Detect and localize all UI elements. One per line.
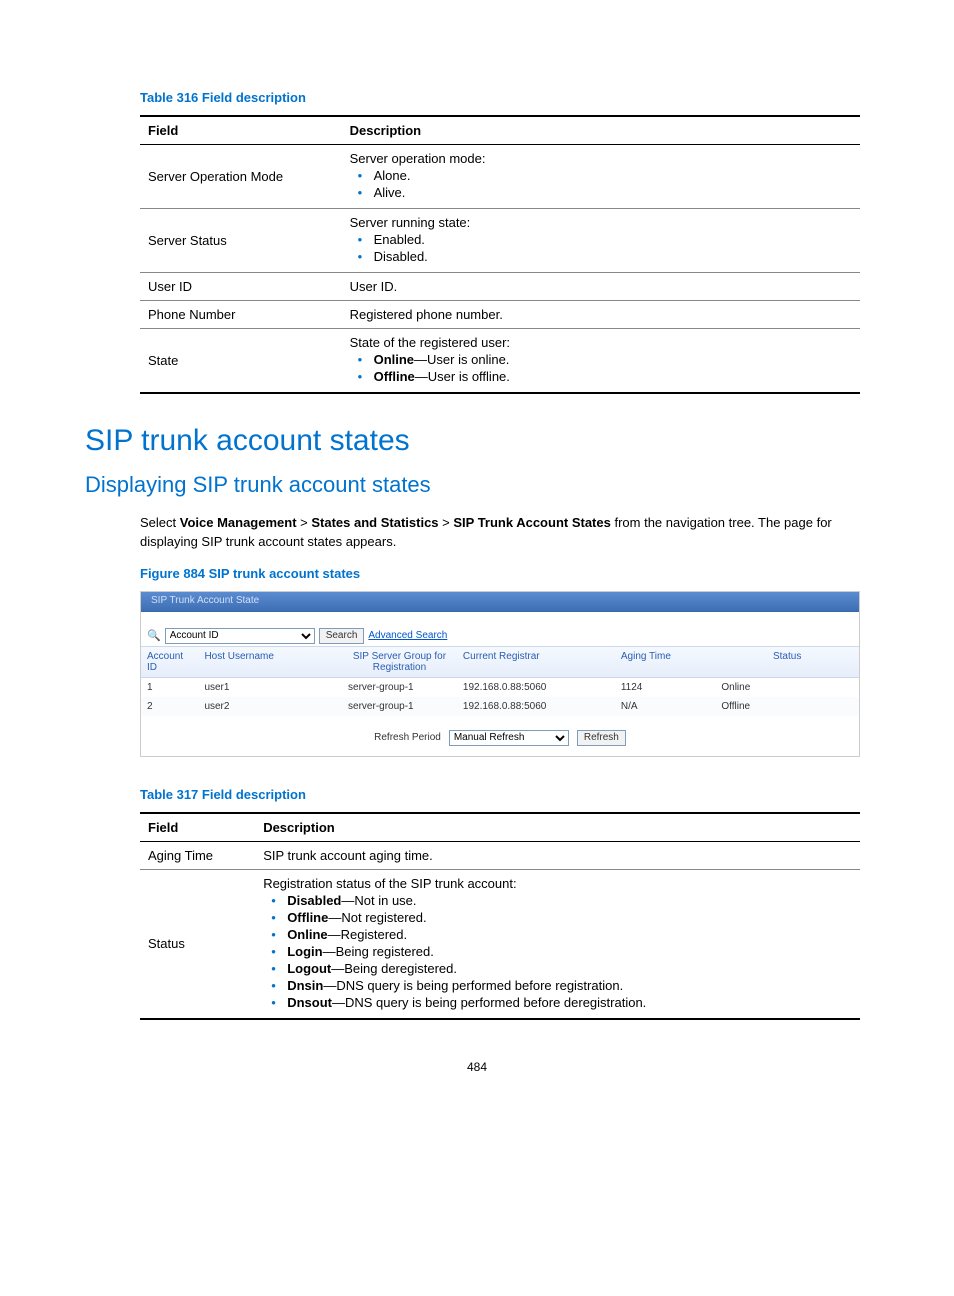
grid-cell: 1: [141, 678, 198, 697]
tab-bar: SIP Trunk Account State: [141, 592, 859, 612]
table-row: Aging TimeSIP trunk account aging time.: [140, 841, 860, 869]
col-current-registrar[interactable]: Current Registrar: [457, 647, 615, 677]
search-icon: 🔍: [147, 629, 161, 642]
th-field: Field: [140, 116, 342, 145]
field-cell: State: [140, 329, 342, 394]
search-row: 🔍 Account ID Search Advanced Search: [141, 626, 859, 646]
field-cell: Aging Time: [140, 841, 255, 869]
page-number: 484: [85, 1060, 869, 1074]
table-317: Field Description Aging TimeSIP trunk ac…: [140, 812, 860, 1020]
search-field-select[interactable]: Account ID: [165, 628, 315, 644]
desc-cell: State of the registered user:Online—User…: [342, 329, 860, 394]
grid-cell: server-group-1: [342, 678, 457, 697]
grid-cell: user1: [198, 678, 342, 697]
col-sip-group[interactable]: SIP Server Group for Registration: [342, 647, 457, 677]
grid-cell: 192.168.0.88:5060: [457, 697, 615, 716]
field-cell: Status: [140, 869, 255, 1019]
desc-cell: Server operation mode:Alone.Alive.: [342, 145, 860, 209]
desc-cell: Registered phone number.: [342, 301, 860, 329]
subsection-title: Displaying SIP trunk account states: [85, 472, 869, 498]
grid-cell: user2: [198, 697, 342, 716]
grid-cell: server-group-1: [342, 697, 457, 716]
grid-cell: N/A: [615, 697, 716, 716]
col-host-username[interactable]: Host Username: [198, 647, 342, 677]
col-aging-time[interactable]: Aging Time: [615, 647, 716, 677]
grid-cell: 192.168.0.88:5060: [457, 678, 615, 697]
field-cell: Server Operation Mode: [140, 145, 342, 209]
col-account-id[interactable]: Account ID: [141, 647, 198, 677]
table-row: StatusRegistration status of the SIP tru…: [140, 869, 860, 1019]
table-316-caption: Table 316 Field description: [140, 90, 869, 105]
grid-cell: 1124: [615, 678, 716, 697]
field-cell: Phone Number: [140, 301, 342, 329]
desc-cell: User ID.: [342, 273, 860, 301]
table-row: Server StatusServer running state:Enable…: [140, 209, 860, 273]
desc-cell: Server running state:Enabled.Disabled.: [342, 209, 860, 273]
field-cell: User ID: [140, 273, 342, 301]
table-row: Server Operation ModeServer operation mo…: [140, 145, 860, 209]
figure-884-caption: Figure 884 SIP trunk account states: [140, 566, 869, 581]
nav-instruction: Select Voice Management > States and Sta…: [140, 514, 860, 552]
refresh-period-select[interactable]: Manual Refresh: [449, 730, 569, 746]
table-row: StateState of the registered user:Online…: [140, 329, 860, 394]
th-desc: Description: [342, 116, 860, 145]
refresh-button[interactable]: Refresh: [577, 730, 626, 746]
search-button[interactable]: Search: [319, 628, 365, 644]
grid-cell: Online: [715, 678, 859, 697]
grid-cell: 2: [141, 697, 198, 716]
tab-sip-trunk[interactable]: SIP Trunk Account State: [141, 592, 269, 609]
field-cell: Server Status: [140, 209, 342, 273]
desc-cell: SIP trunk account aging time.: [255, 841, 860, 869]
col-status[interactable]: Status: [715, 647, 859, 677]
th-field: Field: [140, 813, 255, 842]
refresh-period-label: Refresh Period: [374, 732, 441, 743]
grid-body: 1user1server-group-1192.168.0.88:5060112…: [141, 678, 859, 716]
desc-cell: Registration status of the SIP trunk acc…: [255, 869, 860, 1019]
screenshot-sip-trunk-states: SIP Trunk Account State 🔍 Account ID Sea…: [140, 591, 860, 757]
section-title: SIP trunk account states: [85, 424, 869, 458]
advanced-search-link[interactable]: Advanced Search: [368, 630, 447, 641]
grid-row: 1user1server-group-1192.168.0.88:5060112…: [141, 678, 859, 697]
grid-header: Account ID Host Username SIP Server Grou…: [141, 646, 859, 678]
grid-cell: Offline: [715, 697, 859, 716]
grid-row: 2user2server-group-1192.168.0.88:5060N/A…: [141, 697, 859, 716]
refresh-bar: Refresh Period Manual Refresh Refresh: [141, 716, 859, 756]
table-317-caption: Table 317 Field description: [140, 787, 869, 802]
table-row: User IDUser ID.: [140, 273, 860, 301]
table-316: Field Description Server Operation ModeS…: [140, 115, 860, 394]
th-desc: Description: [255, 813, 860, 842]
table-row: Phone NumberRegistered phone number.: [140, 301, 860, 329]
